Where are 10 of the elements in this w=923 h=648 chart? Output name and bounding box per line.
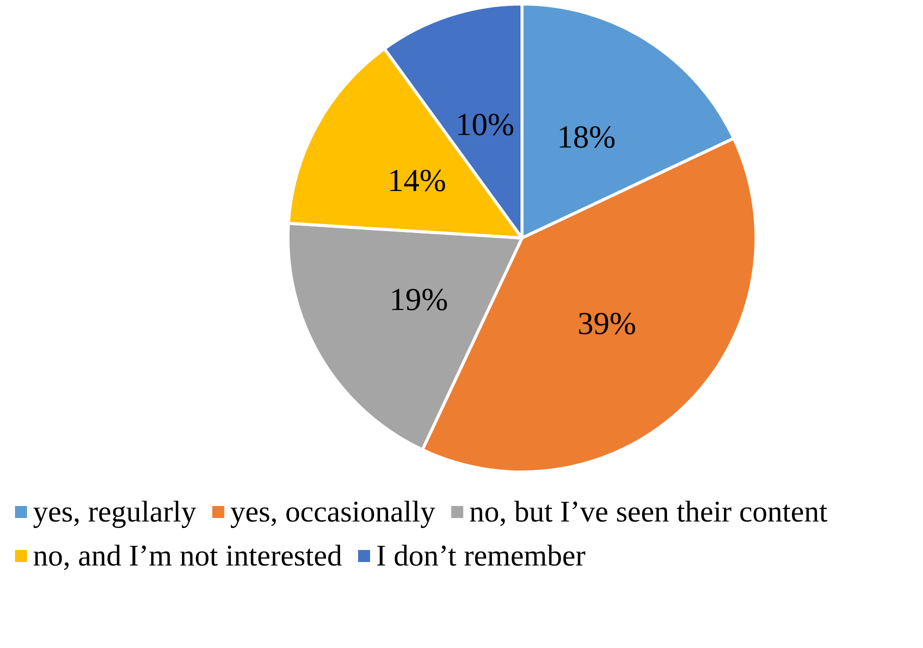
legend-label: I don’t remember [376, 540, 586, 572]
data-label: 39% [578, 304, 636, 341]
data-label: 10% [456, 106, 514, 142]
legend-label: yes, regularly [33, 496, 196, 528]
data-label: 18% [556, 118, 616, 155]
legend-label: no, and I’m not interested [33, 540, 342, 572]
data-label: 19% [389, 281, 448, 318]
data-label: 14% [388, 162, 446, 198]
legend-label: yes, occasionally [230, 496, 436, 528]
legend-label: no, but I’ve seen their content [469, 496, 828, 528]
